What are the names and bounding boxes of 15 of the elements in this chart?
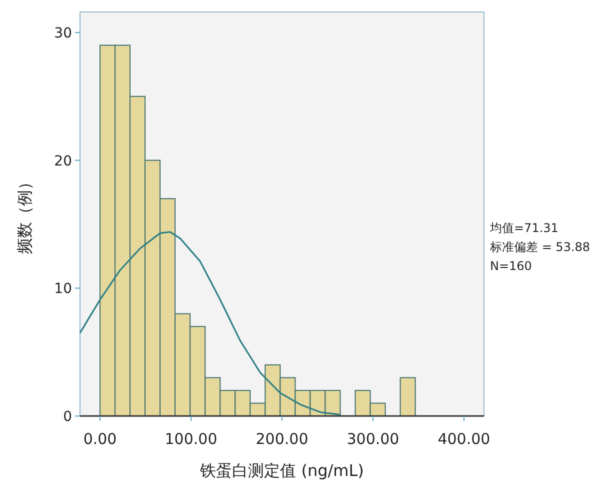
x-axis-title: 铁蛋白测定值 (ng/mL)	[199, 461, 364, 480]
text: 标准偏差 = 53.88	[489, 240, 590, 254]
y-axis-title: 频数（例）	[15, 174, 34, 254]
y-tick-label: 10	[54, 281, 72, 298]
y-tick-label: 30	[54, 25, 72, 42]
x-tick-label: 300.00	[346, 430, 400, 448]
text: N=160	[490, 259, 532, 273]
x-tick-label: 100.00	[164, 430, 218, 448]
y-tick-label: 20	[54, 153, 72, 170]
y-tick-label: 0	[63, 409, 72, 425]
x-tick-label: 400.00	[438, 430, 490, 448]
x-tick-label: 0.00	[83, 430, 117, 448]
text: 均值=71.31	[489, 221, 558, 235]
line-series	[79, 231, 342, 416]
x-tick-label: 200.00	[256, 430, 308, 448]
